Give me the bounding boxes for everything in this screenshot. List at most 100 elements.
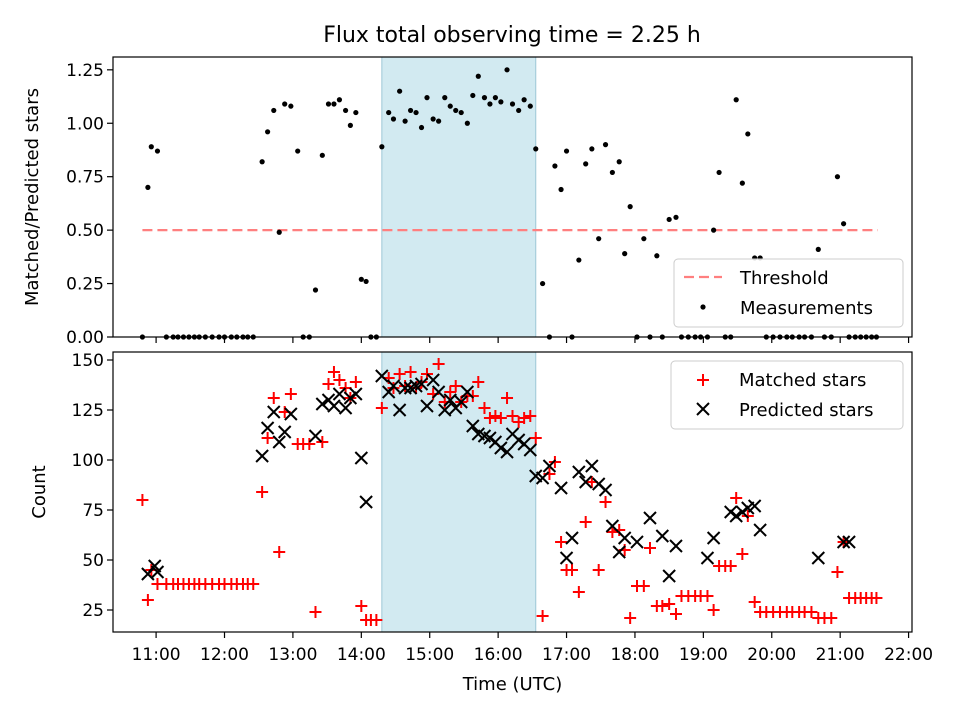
- top-y-axis-label: Matched/Predicted stars: [22, 88, 43, 306]
- matched-star-point: [701, 590, 714, 602]
- predicted-star-point: [420, 399, 434, 413]
- matched-star-point: [349, 376, 362, 388]
- measurement-point: [145, 184, 151, 190]
- predicted-star-point: [842, 535, 856, 549]
- measurement-point: [353, 109, 359, 116]
- measurement-point: [325, 101, 332, 107]
- predicted-star-point: [386, 379, 401, 393]
- matched-star-point: [322, 378, 335, 390]
- measurement-point: [654, 253, 660, 259]
- measurement-point: [342, 107, 349, 114]
- predicted-star-point: [706, 531, 721, 545]
- predicted-star-point: [443, 393, 457, 407]
- predicted-star-point: [398, 381, 412, 395]
- top-observing-window: [381, 56, 537, 338]
- predicted-star-point: [438, 403, 452, 417]
- bottom-x-axis: 11:00 12:00 13:00 14:00 15:00 16:00 17:00 18:00…: [132, 632, 933, 665]
- measurement-point: [336, 97, 343, 103]
- predicted-star-point: [454, 395, 468, 409]
- measurement-point: [418, 124, 425, 131]
- predicted-star-point: [535, 471, 550, 485]
- matched-star-point: [370, 614, 383, 626]
- bottom-ytick-label: 125: [72, 401, 104, 421]
- top-ytick-label: 1.25: [66, 61, 104, 81]
- matched-star-point: [494, 412, 507, 424]
- predicted-star-point: [572, 465, 586, 479]
- measurement-point: [407, 107, 414, 114]
- predicted-star-point: [332, 387, 347, 401]
- measurement-point: [148, 144, 154, 150]
- matched-star-point: [599, 496, 612, 508]
- predicted-star-point: [747, 499, 762, 513]
- bottom-ytick-label: 75: [82, 501, 104, 521]
- predicted-star-point: [735, 505, 750, 519]
- predicted-star-point: [150, 565, 165, 579]
- measurement-point: [589, 146, 595, 152]
- measurement-point: [453, 107, 459, 114]
- bottom-xtick-label: 11:00: [132, 645, 181, 665]
- measurement-point: [363, 278, 369, 285]
- predicted-star-point: [605, 519, 620, 533]
- matched-star-point: [592, 564, 605, 576]
- matched-star-point: [805, 606, 818, 618]
- legend-x-icon: [696, 402, 710, 416]
- matched-star-point: [501, 392, 514, 404]
- measurement-point: [509, 101, 516, 107]
- legend-plus-icon: [697, 374, 709, 386]
- matched-star-point: [831, 566, 844, 578]
- bottom-panel: 25 50 75 100 125 150 11:00 12:00 13:00 14:00 15:0…: [29, 351, 933, 695]
- predicted-star-point: [542, 459, 557, 473]
- matched-star-point: [472, 376, 485, 388]
- top-legend: Threshold Measurements: [673, 258, 904, 328]
- predicted-star-point: [315, 397, 330, 411]
- predicted-star-point: [630, 535, 644, 549]
- measurement-point: [276, 229, 282, 235]
- measurement-point: [470, 92, 476, 99]
- matched-star-point: [136, 494, 149, 506]
- predicted-star-point: [460, 385, 475, 399]
- measurement-point: [282, 101, 288, 107]
- bottom-xtick-label: 13:00: [268, 645, 317, 665]
- measurement-point: [390, 116, 397, 122]
- measurement-point: [539, 280, 546, 287]
- predicted-star-point: [375, 369, 389, 383]
- matched-star-point: [548, 456, 561, 468]
- predicted-star-point: [272, 435, 286, 449]
- bottom-xtick-label: 17:00: [542, 645, 591, 665]
- legend-matched-label: Matched stars: [739, 370, 866, 391]
- matched-star-point: [529, 432, 542, 444]
- matched-star-point: [375, 402, 388, 414]
- bottom-y-axis: 25 50 75 100 125 150: [72, 351, 113, 621]
- matched-star-point: [466, 390, 479, 402]
- predicted-star-point: [483, 431, 497, 445]
- predicted-star-point: [338, 401, 353, 415]
- matched-star-point: [524, 410, 537, 422]
- predicted-star-point: [308, 429, 323, 443]
- legend-predicted-label: Predicted stars: [739, 400, 873, 421]
- predicted-star-point: [643, 511, 657, 525]
- measurement-point: [666, 216, 672, 223]
- predicted-star-point: [729, 509, 743, 523]
- bottom-ytick-label: 50: [82, 551, 104, 571]
- predicted-star-point: [277, 425, 292, 439]
- predicted-star-point: [426, 373, 440, 387]
- measurement-point: [563, 148, 570, 154]
- top-ytick-label: 0.75: [66, 168, 104, 188]
- predicted-star-point: [565, 531, 579, 545]
- matched-star-point: [432, 358, 445, 370]
- measurement-point: [379, 144, 385, 150]
- predicted-star-point: [617, 531, 632, 545]
- top-ytick-label: 0.25: [66, 275, 104, 295]
- measurement-point: [402, 118, 408, 124]
- measurement-point: [295, 148, 301, 154]
- matched-star-point: [483, 412, 496, 424]
- matched-star-point: [579, 516, 592, 528]
- matched-star-point: [284, 388, 297, 400]
- predicted-star-point: [255, 449, 269, 463]
- measurement-point: [641, 236, 647, 242]
- predicted-star-point: [655, 529, 670, 543]
- matched-star-point: [730, 492, 743, 504]
- bottom-xtick-label: 16:00: [474, 645, 523, 665]
- bottom-xtick-label: 21:00: [816, 645, 865, 665]
- measurement-point: [558, 186, 564, 193]
